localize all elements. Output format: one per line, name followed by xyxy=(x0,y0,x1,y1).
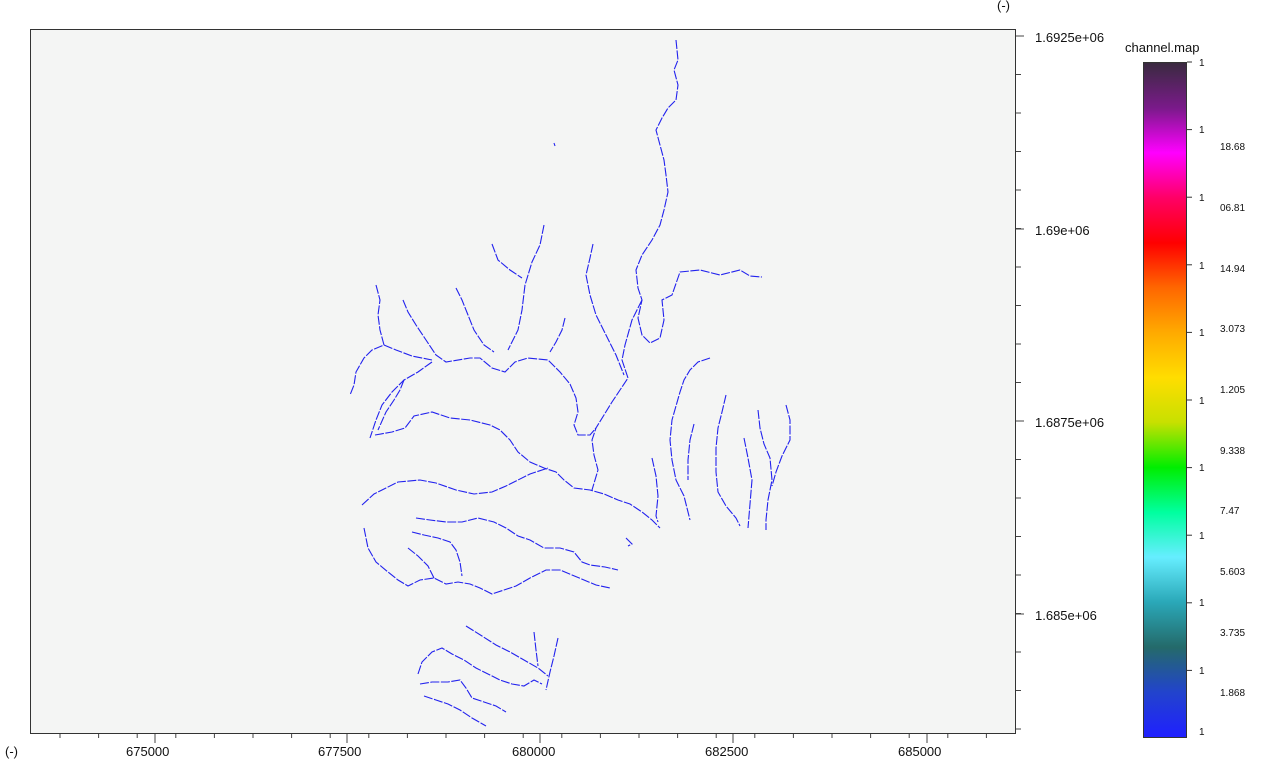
stream-segment xyxy=(491,243,523,279)
stream-segment xyxy=(635,39,763,344)
stream-segment xyxy=(363,527,611,595)
stream-segment xyxy=(361,467,549,506)
stream-segment xyxy=(585,243,625,376)
legend-partial-label: 14.94 xyxy=(1220,264,1246,275)
legend-partial-label: 06.81 xyxy=(1220,203,1246,214)
y-tick-label: 1.69e+06 xyxy=(1035,223,1090,238)
stream-segment xyxy=(419,679,507,713)
axis-ticks xyxy=(59,35,1192,743)
legend-partial-label: 9.338 xyxy=(1220,446,1246,457)
stream-segment xyxy=(402,299,597,436)
legend-partial-label: 1.868 xyxy=(1220,688,1246,699)
stream-segment xyxy=(465,625,549,677)
legend-partial-label: 7.47 xyxy=(1220,506,1240,517)
x-tick-label: 685000 xyxy=(898,744,942,759)
legend-tick-value: 1 xyxy=(1199,531,1205,542)
stream-segment xyxy=(377,379,405,431)
legend-tick-value: 1 xyxy=(1199,463,1205,474)
stream-segment xyxy=(407,547,435,579)
legend-tick-value: 1 xyxy=(1199,598,1205,609)
unit-label-top: (-) xyxy=(997,0,1010,13)
x-tick-label: 677500 xyxy=(318,744,362,759)
legend-tick-value: 1 xyxy=(1199,727,1205,738)
stream-network xyxy=(349,39,791,727)
legend-tick-value: 1 xyxy=(1199,58,1205,69)
legend-tick-value: 1 xyxy=(1199,396,1205,407)
legend-colorbar xyxy=(1143,62,1187,738)
legend-partial-label: 5.603 xyxy=(1220,567,1246,578)
stream-segment xyxy=(533,631,539,667)
stream-segment xyxy=(411,531,463,577)
legend-tick-value: 1 xyxy=(1199,193,1205,204)
stream-segment xyxy=(423,695,487,727)
legend-title: channel.map xyxy=(1125,40,1200,55)
legend-tick-value: 1 xyxy=(1199,261,1205,272)
stream-segment xyxy=(507,224,545,351)
legend-partial-label: 1.205 xyxy=(1220,385,1246,396)
y-tick-label: 1.6875e+06 xyxy=(1035,415,1105,430)
unit-label-bottom: (-) xyxy=(5,744,18,759)
stream-segment xyxy=(625,537,633,547)
x-tick-label: 680000 xyxy=(512,744,556,759)
stream-segment xyxy=(349,284,385,396)
stream-segment xyxy=(771,404,791,487)
legend-partial-label: 3.073 xyxy=(1220,324,1246,335)
map-panel[interactable] xyxy=(30,29,1016,734)
x-tick-label: 675000 xyxy=(126,744,170,759)
legend-partial-label: 3.735 xyxy=(1220,628,1246,639)
stream-segment xyxy=(715,394,741,527)
x-tick-label: 682500 xyxy=(705,744,749,759)
stream-segment xyxy=(651,457,659,523)
stream-segment xyxy=(545,637,559,691)
legend-tick-value: 1 xyxy=(1199,666,1205,677)
y-tick-label: 1.685e+06 xyxy=(1035,608,1097,623)
stream-segment xyxy=(374,411,661,529)
legend-partial-label: 18.68 xyxy=(1220,142,1246,153)
stream-segment xyxy=(415,517,619,571)
stream-segment xyxy=(369,361,433,439)
stream-segment xyxy=(553,142,556,147)
stream-segment xyxy=(591,299,643,491)
stream-segment xyxy=(687,423,695,480)
stream-segment xyxy=(383,344,433,361)
stream-segment xyxy=(455,287,495,353)
legend-tick-value: 1 xyxy=(1199,125,1205,136)
stream-segment xyxy=(669,357,711,521)
legend-tick-value: 1 xyxy=(1199,328,1205,339)
stream-segment xyxy=(417,647,543,687)
y-tick-label: 1.6925e+06 xyxy=(1035,30,1105,45)
stream-segment xyxy=(757,409,773,530)
stream-segment xyxy=(549,317,566,353)
stream-segment xyxy=(743,437,753,529)
